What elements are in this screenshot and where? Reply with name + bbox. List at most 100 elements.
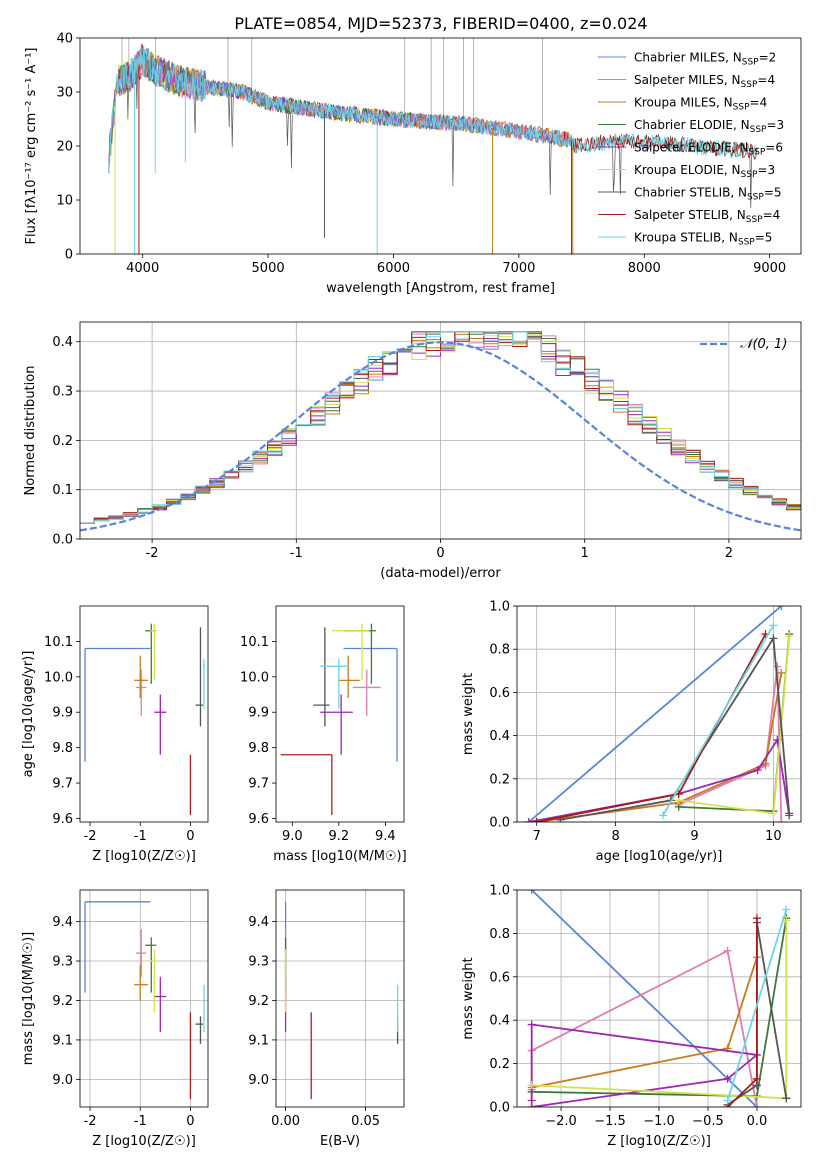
z-age-panel-xtick-label: -1 bbox=[134, 829, 147, 844]
weight-z-panel-xlabel: Z [log10(Z/Z☉)] bbox=[607, 1134, 711, 1149]
weight-z-panel-xtick-label: −0.5 bbox=[692, 1114, 724, 1129]
weight-z-panel-ylabel: mass weight bbox=[461, 957, 476, 1039]
legend-entry: Kroupa STELIB, NSSP=5 bbox=[634, 231, 772, 248]
normal-curve bbox=[80, 341, 801, 532]
weight-marker bbox=[752, 1103, 761, 1107]
weight-age-panel-ytick-label: 0.8 bbox=[489, 643, 510, 658]
histogram-panel-xlabel: (data-model)/error bbox=[380, 566, 501, 581]
weight-marker bbox=[782, 1094, 791, 1103]
mass-age-panel-frame bbox=[275, 605, 405, 823]
weight-marker bbox=[527, 1081, 536, 1090]
mass-age-panel-ytick-label: 9.9 bbox=[248, 706, 269, 721]
weight-marker bbox=[777, 606, 786, 610]
weight-z-panel-ytick-label: 1.0 bbox=[489, 884, 510, 899]
weight-age-panel-xlabel: age [log10(age/yr)] bbox=[596, 849, 723, 864]
weight-age-panel-ylabel: mass weight bbox=[461, 673, 476, 755]
legend-count: =5 bbox=[764, 186, 782, 200]
weight-marker bbox=[527, 890, 536, 894]
weight-z-panel: −2.0 −1.5 −1.0 −0.5 0.0 0.0 0.2 0.4 0.6 0.8 1.0 Z [… bbox=[461, 884, 802, 1149]
z-age-panel-ytick-label: 10.0 bbox=[44, 670, 73, 685]
mass-age-panel-ytick-label: 10.0 bbox=[240, 670, 269, 685]
z-mass-panel: -2 -1 0 9.0 9.1 9.2 9.3 9.4 Z [log10(Z/Z☉)] mass … bbox=[21, 889, 209, 1149]
weight-age-panel-frame bbox=[516, 605, 802, 823]
histogram-panel-xtick-label: 2 bbox=[725, 546, 733, 561]
ebv-mass-panel-plot-area bbox=[284, 901, 399, 1100]
weight-age-panel-plot-area bbox=[524, 606, 794, 822]
spectrum-panel-xlabel: wavelength [Angstrom, rest frame] bbox=[326, 281, 555, 296]
spectrum-panel-xtick-label: 9000 bbox=[753, 261, 786, 276]
legend-subscript: SSP bbox=[746, 215, 763, 225]
legend-entry: Kroupa ELODIE, NSSP=3 bbox=[634, 163, 775, 180]
spectrum-panel-frame bbox=[79, 37, 802, 255]
z-mass-panel-xtick-label: -2 bbox=[84, 1114, 97, 1129]
histogram-step bbox=[80, 331, 801, 524]
mass-age-panel-xtick-label: 9.0 bbox=[282, 829, 303, 844]
weight-marker bbox=[777, 818, 786, 822]
spectrum-panel-xtick-label: 8000 bbox=[628, 261, 661, 276]
mass-age-panel-ytick-label: 10.1 bbox=[240, 635, 269, 650]
legend-entry: Salpeter ELODIE, NSSP=6 bbox=[634, 141, 783, 158]
spectrum-panel-ytick-label: 20 bbox=[56, 140, 73, 155]
weight-line bbox=[528, 606, 782, 822]
weight-age-panel-ytick-label: 1.0 bbox=[489, 600, 510, 615]
z-mass-panel-xtick-label: -1 bbox=[134, 1114, 147, 1129]
weight-marker bbox=[785, 632, 794, 641]
weight-marker bbox=[532, 818, 541, 822]
legend-count: =3 bbox=[757, 163, 775, 177]
ebv-mass-panel-ytick-label: 9.2 bbox=[248, 994, 269, 1009]
z-age-panel-frame bbox=[79, 605, 209, 823]
ebv-mass-panel-ytick-label: 9.1 bbox=[248, 1033, 269, 1048]
mass-age-panel-xtick-label: 9.4 bbox=[375, 829, 396, 844]
z-age-panel: -2 -1 0 9.6 9.7 9.8 9.9 10.0 10.1 Z [log10(Z/Z☉)]… bbox=[21, 605, 209, 864]
histogram-panel-xtick-label: -2 bbox=[146, 546, 159, 561]
legend-count: =4 bbox=[750, 96, 768, 110]
spectrum-line bbox=[108, 48, 572, 173]
weight-z-panel-frame bbox=[516, 889, 802, 1108]
weight-z-panel-xtick-label: −1.5 bbox=[594, 1114, 626, 1129]
spectrum-line bbox=[108, 46, 758, 173]
weight-z-panel-xtick-label: −2.0 bbox=[545, 1114, 577, 1129]
histogram-panel-frame bbox=[79, 321, 802, 540]
weight-line bbox=[531, 890, 758, 1107]
legend-entry: Salpeter STELIB, NSSP=4 bbox=[634, 208, 780, 225]
weight-age-panel-ytick-label: 0.4 bbox=[489, 729, 510, 744]
weight-z-panel-ytick-label: 0.0 bbox=[489, 1101, 510, 1116]
weight-line bbox=[662, 624, 775, 816]
histogram-panel-xtick-label: 1 bbox=[581, 546, 589, 561]
weight-age-panel-ytick-label: 0.6 bbox=[489, 686, 510, 701]
histogram-step bbox=[80, 331, 801, 524]
z-age-panel-xtick-label: 0 bbox=[186, 829, 194, 844]
weight-z-panel-xtick-label: −1.0 bbox=[643, 1114, 675, 1129]
mass-age-panel-xtick-label: 9.2 bbox=[328, 829, 349, 844]
legend-subscript: SSP bbox=[741, 80, 758, 90]
histogram-panel-xtick-label: -1 bbox=[290, 546, 303, 561]
weight-age-panel-xtick-label: 9 bbox=[690, 829, 698, 844]
mass-age-panel-xlabel: mass [log10(M/M☉)] bbox=[273, 849, 406, 864]
histogram-step bbox=[80, 331, 801, 524]
weight-marker bbox=[769, 634, 778, 643]
weight-marker bbox=[723, 946, 732, 955]
weight-age-panel-xtick-label: 8 bbox=[611, 829, 619, 844]
ebv-mass-panel-ytick-label: 9.4 bbox=[248, 915, 269, 930]
ebv-mass-panel-ytick-label: 9.0 bbox=[248, 1073, 269, 1088]
weight-marker bbox=[524, 818, 533, 822]
weight-z-panel-ytick-label: 0.4 bbox=[489, 1014, 510, 1029]
legend-count: =2 bbox=[759, 51, 777, 65]
mass-age-panel-plot-area bbox=[280, 623, 398, 815]
weight-age-panel-xtick-label: 7 bbox=[533, 829, 541, 844]
spectrum-panel-xtick-label: 6000 bbox=[377, 261, 410, 276]
weight-age-panel: 7 8 9 10 0.0 0.2 0.4 0.6 0.8 1.0 age [log10(age/yr… bbox=[461, 600, 802, 864]
z-age-panel-ytick-label: 9.9 bbox=[52, 706, 73, 721]
weight-marker bbox=[782, 905, 791, 914]
weight-marker bbox=[777, 668, 786, 677]
legend-subscript: SSP bbox=[738, 238, 755, 248]
spectrum-panel-xtick-label: 5000 bbox=[252, 261, 285, 276]
z-mass-panel-ytick-label: 9.4 bbox=[52, 915, 73, 930]
weight-age-panel-xtick-label: 10 bbox=[765, 829, 782, 844]
z-mass-panel-xlabel: Z [log10(Z/Z☉)] bbox=[92, 1134, 196, 1149]
spectrum-panel-ytick-label: 40 bbox=[56, 32, 73, 47]
weight-age-panel-ytick-label: 0.0 bbox=[489, 816, 510, 831]
z-mass-panel-ytick-label: 9.2 bbox=[52, 994, 73, 1009]
histogram-panel-ylabel: Normed distribution bbox=[23, 366, 38, 496]
